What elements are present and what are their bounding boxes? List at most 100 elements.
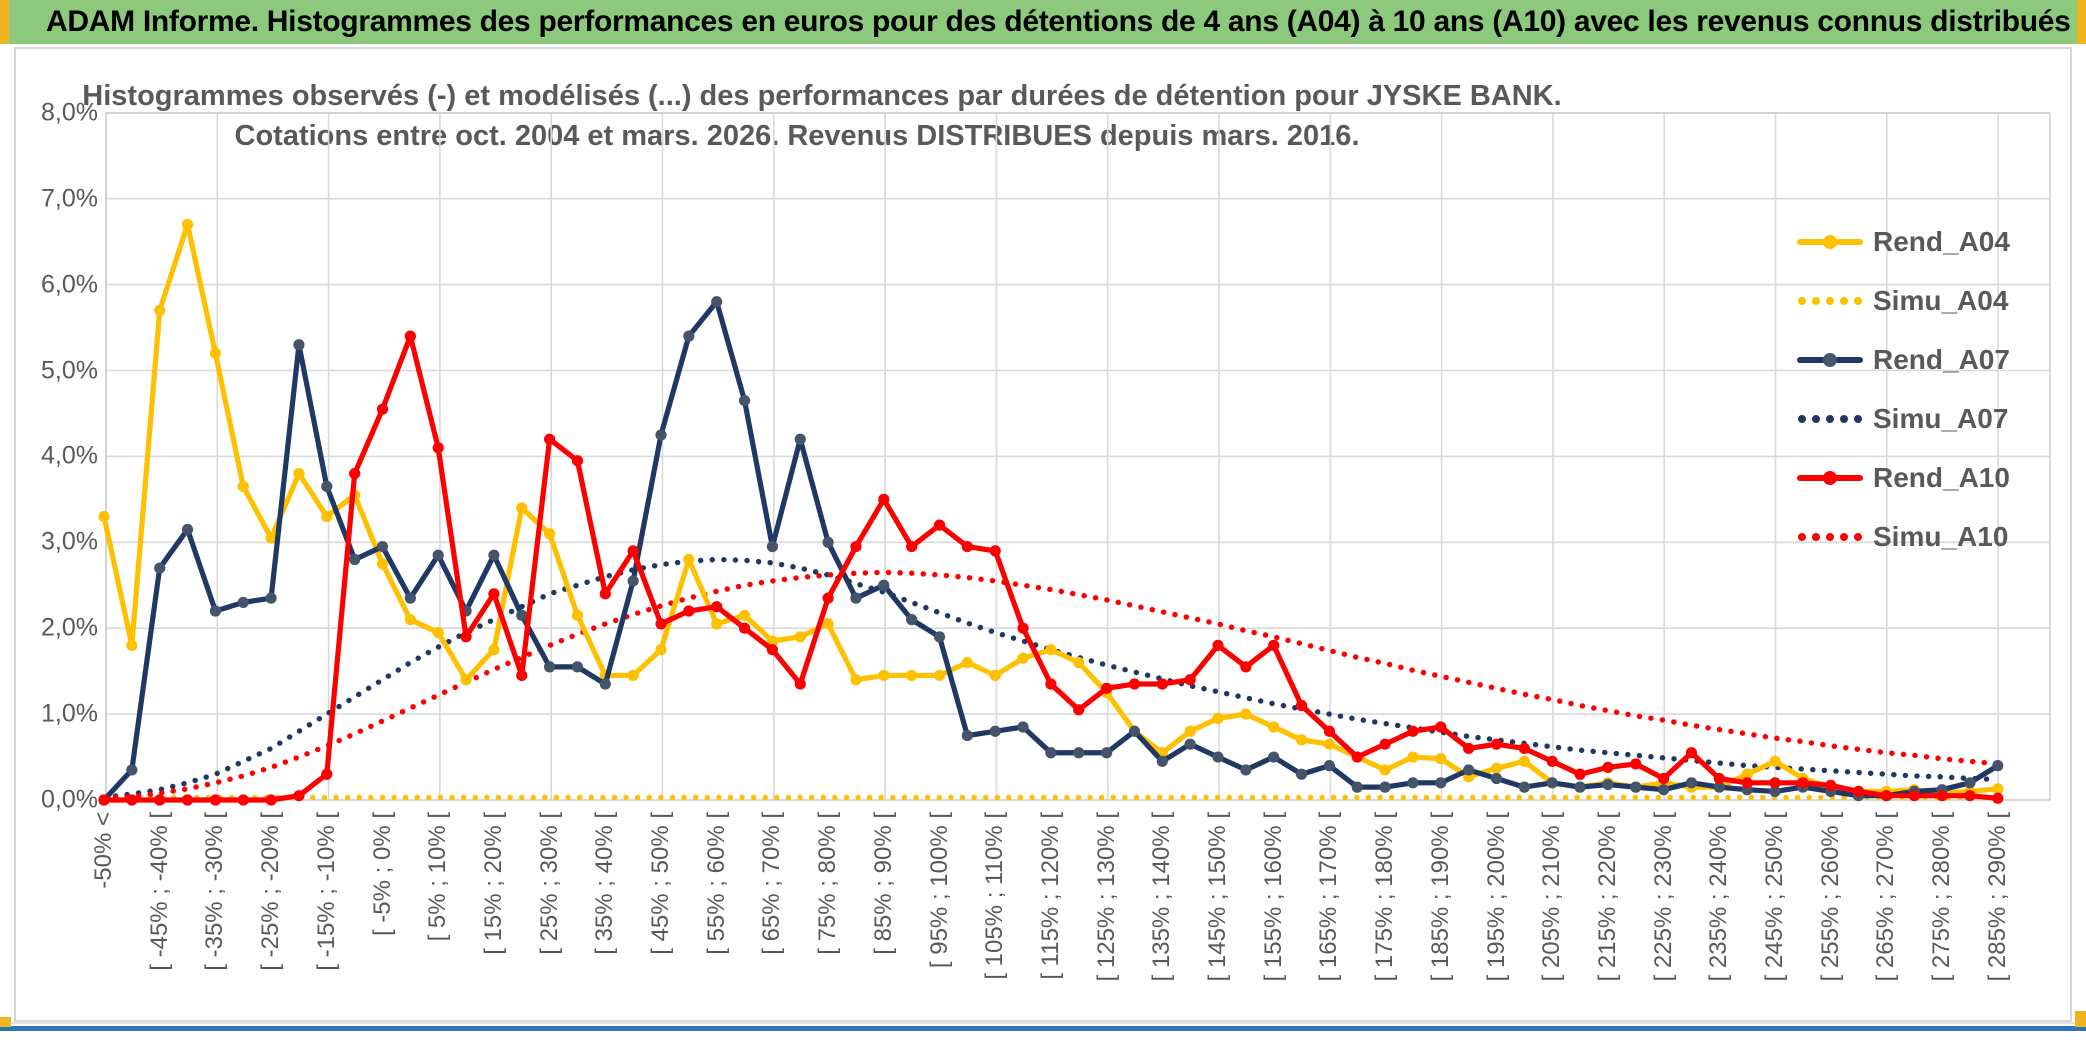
marker-rend_a10	[1908, 790, 1920, 802]
marker-rend_a10	[878, 493, 890, 505]
marker-rend_a10	[1351, 751, 1363, 763]
marker-rend_a07	[1658, 784, 1670, 796]
marker-rend_a07	[265, 592, 277, 604]
yellow-edge-top-right	[2077, 0, 2086, 44]
marker-rend_a07	[1463, 764, 1475, 776]
marker-rend_a10	[1713, 772, 1725, 785]
marker-rend_a07	[683, 330, 695, 342]
yellow-edge-bottom-left	[0, 1017, 11, 1027]
marker-rend_a10	[181, 794, 194, 806]
marker-rend_a10	[1936, 790, 1948, 802]
marker-rend_a07	[488, 549, 500, 561]
marker-rend_a07	[209, 605, 221, 617]
marker-rend_a10	[933, 519, 946, 531]
y-tick-label: 2,0%	[41, 613, 98, 642]
x-tick-label: [ 185% ; 190% [	[1426, 812, 1454, 982]
marker-rend_a04	[460, 674, 472, 686]
marker-rend_a04	[1407, 751, 1419, 763]
marker-rend_a07	[711, 296, 723, 308]
marker-rend_a04	[1741, 768, 1753, 780]
marker-rend_a10	[1212, 639, 1224, 651]
legend-swatch-dotted-icon	[1797, 532, 1863, 541]
marker-rend_a10	[1268, 639, 1280, 651]
marker-rend_a04	[933, 669, 946, 682]
marker-rend_a04	[878, 669, 890, 682]
marker-rend_a10	[1658, 772, 1670, 785]
marker-rend_a10	[1852, 785, 1865, 798]
y-tick-label: 6,0%	[41, 270, 98, 299]
x-tick-label: [ 115% ; 120% [	[1036, 812, 1064, 980]
marker-rend_a10	[961, 540, 973, 553]
marker-rend_a04	[265, 532, 277, 544]
y-tick-label: 0,0%	[41, 785, 98, 814]
marker-rend_a10	[1769, 777, 1781, 789]
series-rend_a07	[101, 299, 2001, 803]
marker-rend_a04	[321, 510, 333, 523]
marker-rend_a04	[544, 528, 556, 540]
marker-rend_a10	[1128, 678, 1141, 690]
marker-rend_a07	[1435, 777, 1447, 789]
x-tick-label: [ 45% ; 50% [	[647, 812, 674, 955]
marker-rend_a07	[822, 536, 834, 548]
marker-rend_a07	[126, 764, 138, 776]
x-tick-label: [ 15% ; 20% [	[479, 812, 507, 955]
marker-rend_a04	[906, 669, 918, 682]
marker-rend_a10	[711, 601, 723, 613]
marker-rend_a07	[571, 661, 584, 673]
marker-rend_a10	[599, 588, 611, 600]
x-tick-label: [ 95% ; 100% [	[925, 812, 953, 969]
marker-rend_a10	[432, 442, 444, 454]
marker-rend_a10	[293, 790, 305, 802]
marker-rend_a04	[404, 614, 416, 626]
marker-rend_a04	[432, 626, 444, 639]
marker-rend_a07	[1490, 772, 1503, 785]
marker-rend_a04	[850, 674, 862, 686]
legend-swatch-dotted-icon	[1797, 414, 1863, 423]
marker-rend_a07	[627, 575, 639, 587]
marker-rend_a07	[376, 540, 389, 553]
marker-rend_a07	[1156, 755, 1168, 767]
x-tick-label: [ 195% ; 200% [	[1482, 812, 1510, 982]
x-tick-label: [ 145% ; 150% [	[1204, 812, 1231, 982]
marker-rend_a07	[1184, 738, 1196, 750]
marker-rend_a10	[265, 794, 277, 806]
marker-rend_a04	[989, 669, 1001, 682]
marker-rend_a10	[822, 592, 834, 604]
marker-rend_a07	[1713, 781, 1725, 793]
marker-rend_a07	[794, 433, 806, 445]
marker-rend_a07	[1992, 760, 2004, 772]
marker-rend_a04	[154, 304, 166, 316]
legend-swatch-dotted-icon	[1797, 296, 1863, 305]
chart-panel	[14, 47, 2072, 1022]
marker-rend_a07	[1546, 777, 1558, 789]
marker-rend_a07	[933, 631, 946, 643]
x-tick-label: [ 125% ; 130% [	[1092, 812, 1120, 982]
x-tick-label: [ 135% ; 140% [	[1148, 812, 1176, 982]
marker-rend_a04	[571, 609, 584, 621]
marker-rend_a10	[1240, 661, 1252, 673]
marker-rend_a07	[1769, 785, 1781, 798]
marker-rend_a10	[1741, 777, 1753, 789]
marker-rend_a10	[209, 794, 221, 806]
x-tick-label: [ 205% ; 210% [	[1538, 812, 1566, 982]
x-tick-label: [ 75% ; 80% [	[814, 812, 842, 955]
marker-rend_a04	[376, 558, 389, 570]
marker-rend_a04	[1490, 762, 1503, 774]
y-tick-label: 8,0%	[41, 98, 98, 127]
marker-rend_a07	[1379, 781, 1391, 793]
marker-rend_a10	[850, 540, 862, 553]
x-tick-label: [ 175% ; 180% [	[1371, 812, 1399, 982]
legend-item-rend_a07: Rend_A07	[1797, 330, 2010, 389]
marker-rend_a07	[432, 549, 444, 561]
marker-rend_a07	[1212, 751, 1224, 763]
yellow-edge-bottom-right	[2075, 1011, 2086, 1027]
marker-rend_a10	[1184, 674, 1196, 686]
marker-rend_a07	[1323, 760, 1335, 772]
marker-rend_a04	[1268, 721, 1280, 733]
marker-rend_a07	[1351, 781, 1363, 793]
marker-rend_a07	[989, 725, 1001, 737]
marker-rend_a07	[1685, 777, 1698, 789]
title-banner: ADAM Informe. Histogrammes des performan…	[0, 0, 2086, 44]
marker-rend_a10	[349, 467, 361, 480]
